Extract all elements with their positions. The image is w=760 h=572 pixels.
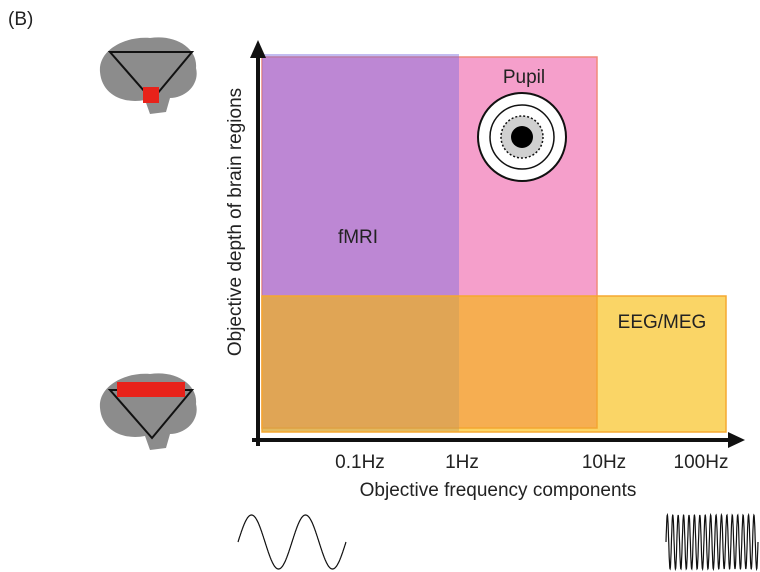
y-arrow [250, 40, 266, 58]
brain-surface-icon [100, 373, 197, 450]
region-label: Pupil [503, 67, 545, 88]
region-label: EEG/MEG [618, 312, 707, 333]
x-tick-label: 100Hz [674, 452, 729, 473]
slow-wave [238, 515, 346, 569]
y-axis-label: Objective depth of brain regions [225, 88, 246, 356]
brain-deep-icon [100, 37, 197, 114]
region-label: fMRI [338, 227, 378, 248]
x-tick-label: 10Hz [582, 452, 626, 473]
panel-label: (B) [8, 9, 33, 30]
fast-wave [666, 515, 758, 569]
pupil-icon [478, 93, 566, 181]
x-tick-label: 1Hz [445, 452, 479, 473]
x-axis-label: Objective frequency components [360, 480, 637, 501]
figure: (B) fMRI Pupil EEG/MEG 0.1Hz 1Hz 10Hz 10… [0, 0, 760, 572]
x-arrow [728, 432, 745, 448]
x-tick-label: 0.1Hz [335, 452, 385, 473]
